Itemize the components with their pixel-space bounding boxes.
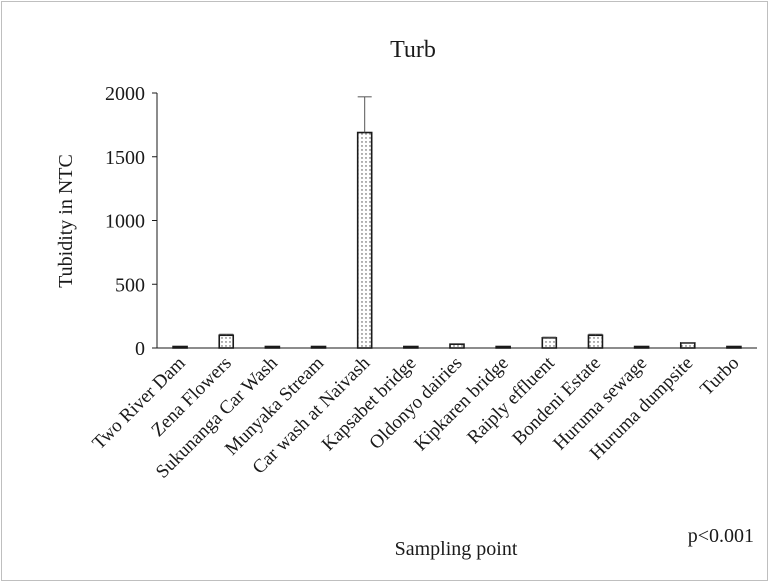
y-tick-label: 500 [115, 274, 145, 296]
bar [587, 334, 604, 349]
bar [403, 345, 419, 349]
bar [633, 345, 650, 349]
bar [172, 345, 188, 349]
y-tick-label: 1500 [105, 147, 145, 169]
y-tick-label: 1000 [105, 211, 145, 233]
bar [495, 345, 511, 349]
bar [310, 345, 327, 349]
y-tick-label: 0 [135, 338, 145, 360]
p-value-annotation: p<0.001 [688, 525, 754, 547]
bar [356, 131, 373, 349]
bar [218, 334, 235, 349]
y-axis-label: Tubidity in NTC [55, 154, 77, 288]
x-tick-label: Turbo [696, 353, 743, 400]
bar [679, 342, 696, 349]
x-axis-label: Sampling point [395, 538, 518, 560]
bar [726, 345, 742, 349]
bar [449, 343, 465, 349]
bar [264, 345, 281, 349]
bar [541, 336, 558, 349]
chart-title: Turb [390, 37, 436, 63]
y-tick-label: 2000 [105, 83, 145, 105]
